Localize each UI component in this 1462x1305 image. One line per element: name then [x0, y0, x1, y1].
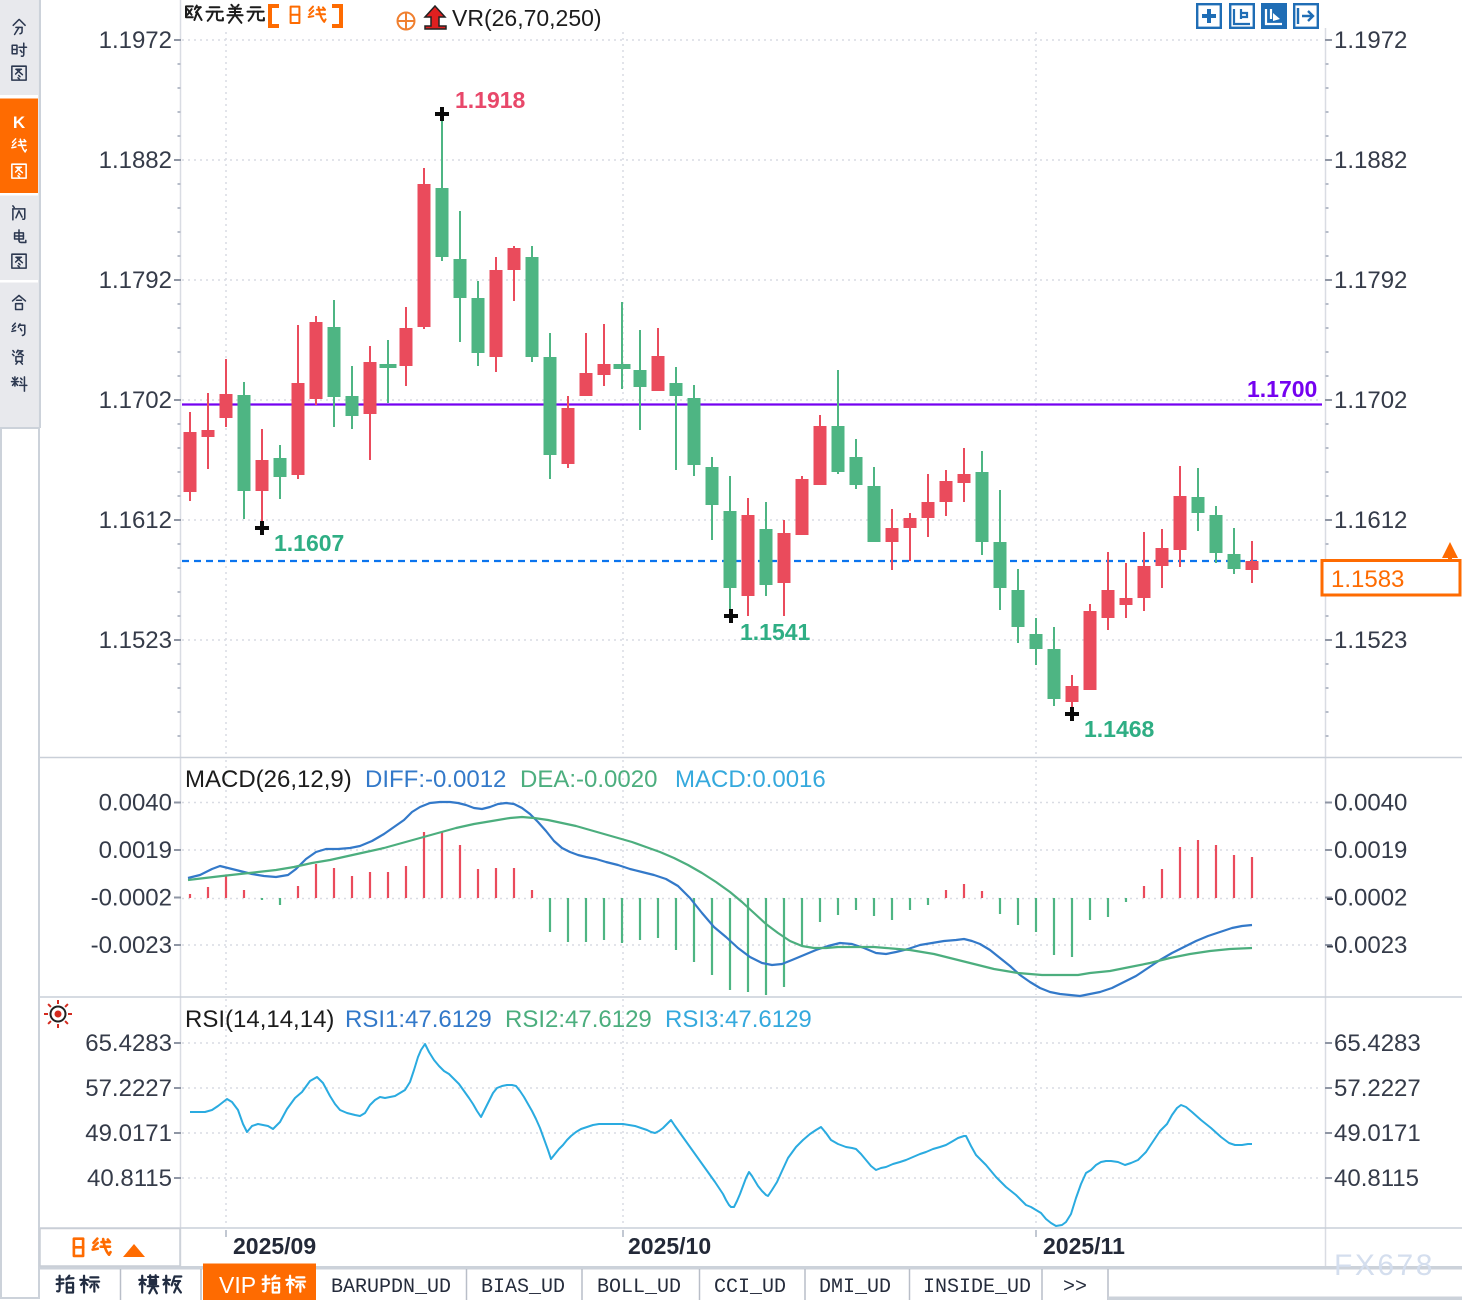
svg-text:CCI_UD: CCI_UD	[714, 1276, 786, 1299]
svg-text:VR(26,70,250): VR(26,70,250)	[452, 5, 602, 31]
svg-text:1.1700: 1.1700	[1247, 376, 1317, 402]
svg-text:40.8115: 40.8115	[1334, 1165, 1419, 1192]
svg-text:BOLL_UD: BOLL_UD	[597, 1276, 681, 1299]
svg-text:RSI3:47.6129: RSI3:47.6129	[665, 1006, 812, 1033]
svg-text:-0.0023: -0.0023	[1326, 932, 1407, 959]
svg-text:MACD:0.0016: MACD:0.0016	[675, 766, 826, 793]
svg-text:1.1612: 1.1612	[1334, 507, 1407, 534]
svg-text:65.4283: 65.4283	[1334, 1030, 1421, 1057]
svg-text:1.1792: 1.1792	[1334, 267, 1407, 294]
svg-text:40.8115: 40.8115	[87, 1165, 172, 1192]
svg-text:1.1583: 1.1583	[1331, 566, 1404, 593]
svg-text:2025/11: 2025/11	[1043, 1233, 1125, 1259]
svg-text:RSI2:47.6129: RSI2:47.6129	[505, 1006, 652, 1033]
svg-text:2025/09: 2025/09	[233, 1233, 316, 1259]
svg-text:1.1523: 1.1523	[1334, 627, 1407, 654]
svg-text:BIAS_UD: BIAS_UD	[481, 1276, 565, 1299]
svg-text:57.2227: 57.2227	[1334, 1075, 1421, 1102]
svg-text:>>: >>	[1063, 1276, 1087, 1299]
svg-text:MACD(26,12,9): MACD(26,12,9)	[185, 766, 352, 793]
svg-text:-0.0002: -0.0002	[91, 885, 172, 912]
svg-text:-0.0023: -0.0023	[91, 932, 172, 959]
svg-text:0.0040: 0.0040	[99, 790, 172, 817]
svg-text:DEA:-0.0020: DEA:-0.0020	[520, 766, 657, 793]
svg-text:1.1972: 1.1972	[1334, 27, 1407, 54]
svg-text:0.0019: 0.0019	[1334, 837, 1407, 864]
svg-text:FX678: FX678	[1334, 1249, 1435, 1282]
svg-text:1.1882: 1.1882	[99, 147, 172, 174]
svg-text:1.1612: 1.1612	[99, 507, 172, 534]
svg-text:49.0171: 49.0171	[1334, 1120, 1421, 1147]
svg-text:1.1918: 1.1918	[455, 87, 526, 113]
svg-text:0.0019: 0.0019	[99, 837, 172, 864]
svg-text:VIP: VIP	[219, 1272, 256, 1298]
svg-text:1.1792: 1.1792	[99, 267, 172, 294]
svg-text:1.1972: 1.1972	[99, 27, 172, 54]
svg-text:1.1541: 1.1541	[740, 619, 811, 645]
svg-text:0.0040: 0.0040	[1334, 790, 1407, 817]
svg-text:RSI1:47.6129: RSI1:47.6129	[345, 1006, 492, 1033]
svg-text:INSIDE_UD: INSIDE_UD	[923, 1276, 1031, 1299]
svg-text:DIFF:-0.0012: DIFF:-0.0012	[365, 766, 506, 793]
svg-text:1.1468: 1.1468	[1084, 716, 1155, 742]
svg-text:1.1523: 1.1523	[99, 627, 172, 654]
svg-text:2025/10: 2025/10	[628, 1233, 711, 1259]
svg-text:65.4283: 65.4283	[85, 1030, 172, 1057]
svg-text:DMI_UD: DMI_UD	[819, 1276, 891, 1299]
svg-text:49.0171: 49.0171	[85, 1120, 172, 1147]
svg-text:1.1882: 1.1882	[1334, 147, 1407, 174]
svg-text:1.1607: 1.1607	[274, 530, 344, 556]
svg-text:1.1702: 1.1702	[99, 387, 172, 414]
svg-text:K: K	[13, 113, 26, 132]
svg-text:RSI(14,14,14): RSI(14,14,14)	[185, 1006, 334, 1033]
svg-text:57.2227: 57.2227	[85, 1075, 172, 1102]
svg-text:BARUPDN_UD: BARUPDN_UD	[331, 1276, 451, 1299]
svg-text:1.1702: 1.1702	[1334, 387, 1407, 414]
svg-text:-0.0002: -0.0002	[1326, 885, 1407, 912]
